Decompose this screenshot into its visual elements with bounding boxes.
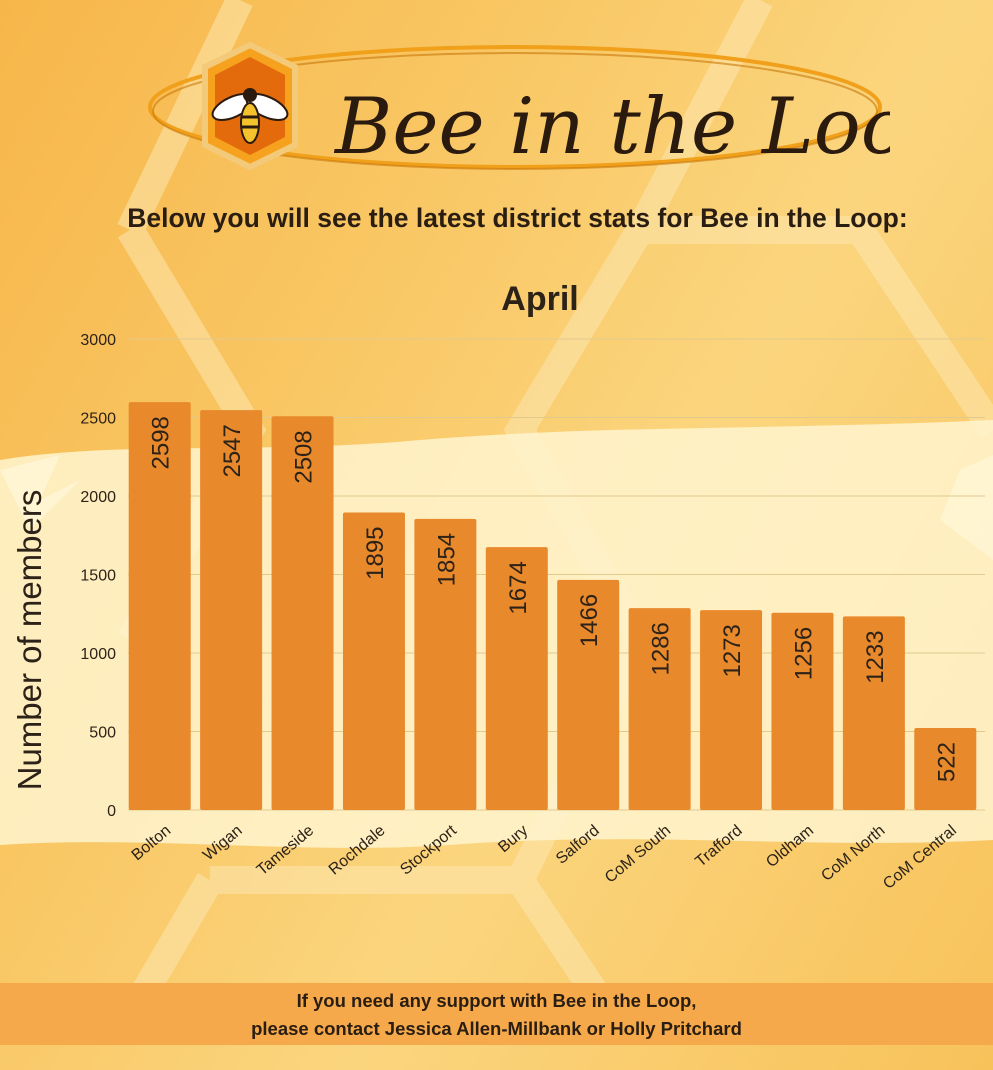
bar: [700, 610, 763, 810]
bar: [557, 579, 620, 810]
x-tick-label: Tameside: [254, 822, 317, 879]
bar: [628, 608, 691, 810]
data-label: 1273: [719, 624, 746, 677]
data-label: 1854: [433, 533, 460, 586]
y-tick-label: 1000: [80, 646, 116, 663]
chart-title: April: [501, 280, 579, 318]
subtitle: Below you will see the latest district s…: [127, 203, 908, 233]
bar: [271, 416, 334, 810]
bar: [342, 512, 405, 810]
bar: [200, 410, 263, 810]
y-tick-label: 500: [89, 725, 116, 742]
x-tick-label: Stockport: [397, 822, 460, 879]
bar: [771, 612, 834, 810]
data-label: 1466: [576, 594, 603, 647]
x-tick-label: CoM South: [602, 822, 674, 886]
x-tick-label: Oldham: [763, 822, 817, 871]
bar: [414, 518, 477, 810]
bar: [485, 547, 548, 810]
y-tick-label: 3000: [80, 332, 116, 349]
data-label: 522: [933, 742, 960, 782]
bee-in-the-loop-logo: Bee in the Loop: [145, 35, 958, 185]
x-tick-label: CoM Central: [880, 822, 960, 893]
bar: [914, 728, 977, 810]
data-label: 1895: [362, 526, 389, 579]
footer: If you need any support with Bee in the …: [0, 983, 993, 1045]
bar: [842, 616, 905, 810]
footer-line-1: If you need any support with Bee in the …: [296, 990, 697, 1011]
x-tick-label: CoM North: [818, 822, 888, 885]
data-label: 2598: [148, 416, 175, 469]
y-tick-label: 1500: [80, 568, 116, 585]
x-tick-label: Rochdale: [326, 822, 389, 879]
x-tick-label: Salford: [553, 822, 603, 868]
bar: [128, 402, 191, 810]
data-label: 1256: [790, 627, 817, 680]
y-tick-label: 2500: [80, 411, 116, 428]
logo-text: Bee in the Loop: [333, 82, 890, 172]
bee-icon: [202, 41, 298, 171]
data-label: 2547: [219, 424, 246, 477]
data-label: 2508: [291, 430, 318, 483]
y-tick-label: 0: [107, 803, 116, 820]
x-tick-label: Wigan: [200, 822, 246, 864]
data-label: 1286: [648, 622, 675, 675]
x-tick-label: Bury: [495, 822, 531, 856]
bar-chart: 0 500 1000 1500 2000 2500 3000 2598 Bolton 2547 Wi…: [80, 332, 985, 893]
y-tick-label: 2000: [80, 489, 116, 506]
x-tick-label: Bolton: [129, 822, 175, 864]
data-label: 1674: [505, 561, 532, 614]
data-label: 1233: [862, 630, 889, 683]
x-tick-label: Trafford: [692, 822, 745, 870]
footer-line-2: please contact Jessica Allen-Millbank or…: [251, 1018, 742, 1039]
